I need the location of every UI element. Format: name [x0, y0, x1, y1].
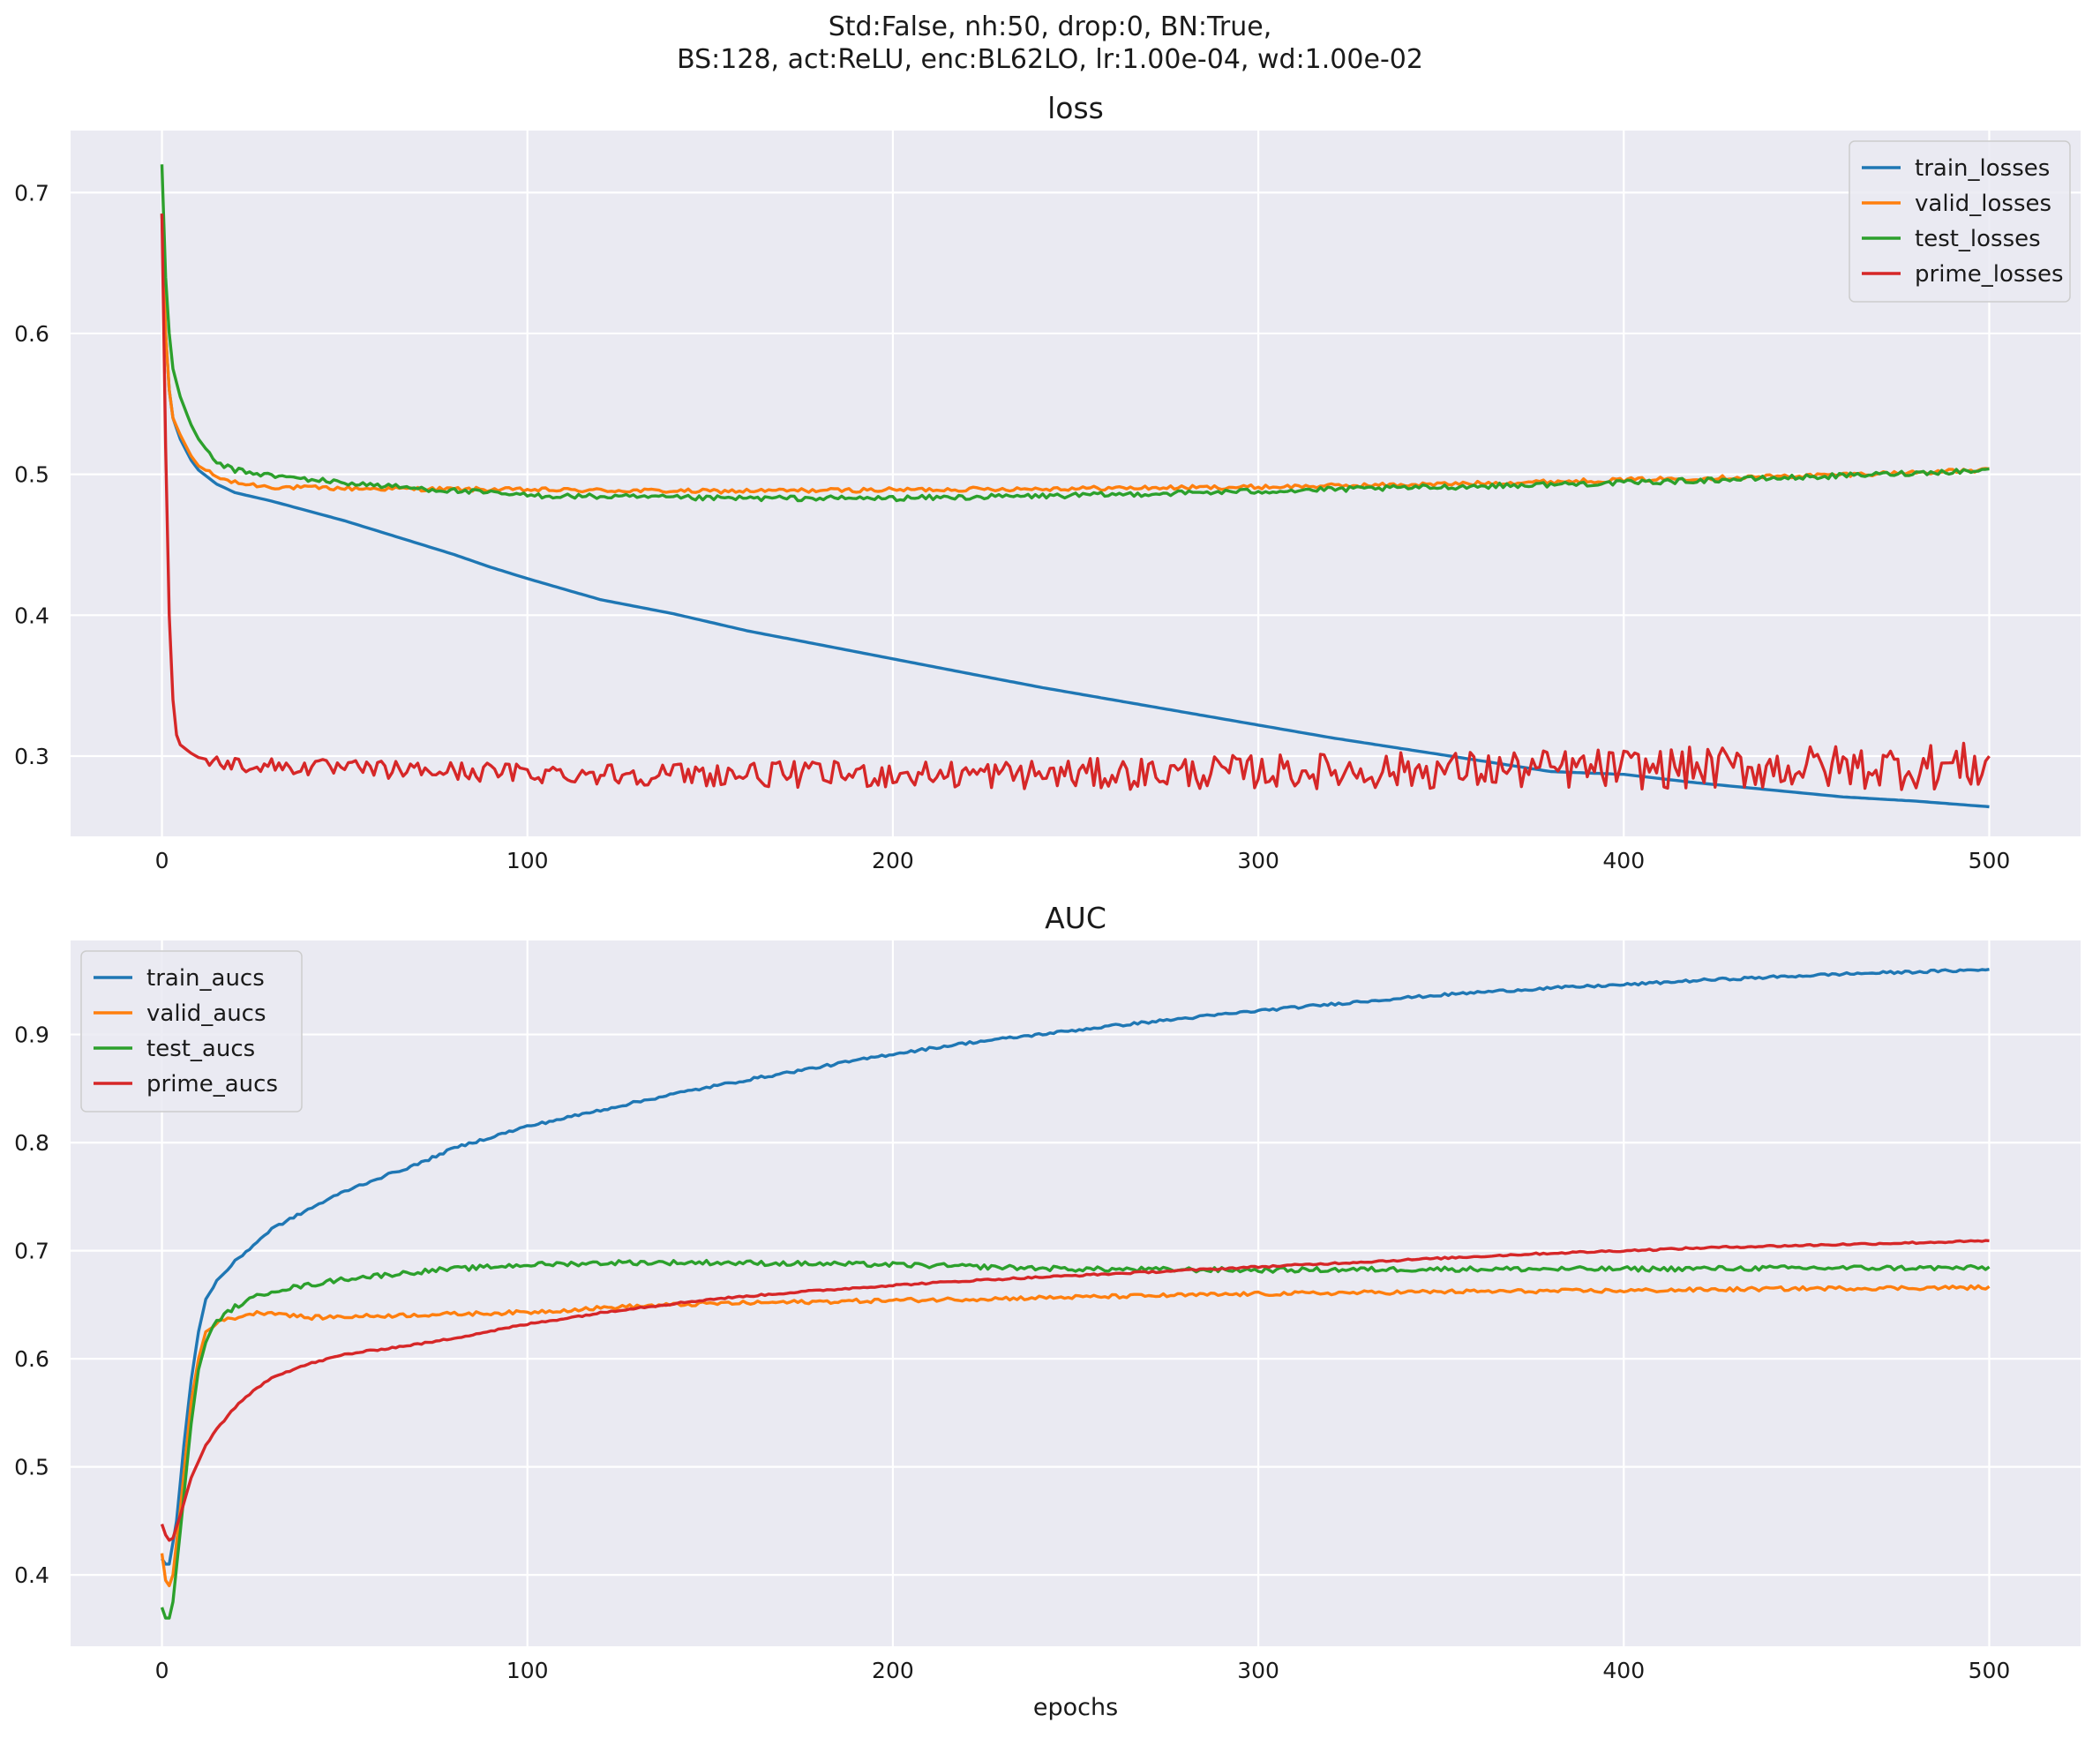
- loss-plot-area: [71, 131, 2081, 836]
- loss-x-tick-label: 400: [1602, 848, 1645, 873]
- loss-x-tick-label: 0: [155, 848, 169, 873]
- auc-legend-box: [80, 950, 303, 1112]
- series-line-prime-losses: [160, 214, 1991, 791]
- loss-y-tick-labels: 0.3 0.4 0.5 0.6 0.7: [14, 180, 49, 769]
- figure-title-line-2: BS:128, act:ReLU, enc:BL62LO, lr:1.00e-0…: [677, 44, 1423, 75]
- loss-x-tick-labels: 0 100 200 300 400 500: [155, 848, 2011, 873]
- auc-x-tick-label: 200: [872, 1658, 914, 1683]
- loss-legend: train_losses valid_losses test_lossesprime…: [1849, 140, 2071, 303]
- legend-label-test-aucs: test_aucs: [146, 1036, 255, 1062]
- loss-x-tick-label: 500: [1969, 848, 2011, 873]
- legend-label-prime-aucs: prime_aucs: [146, 1071, 278, 1097]
- auc-x-axis-label: epochs: [1033, 1694, 1118, 1721]
- loss-plot: 0 100 200 300 400 500 0.3 0.4 0.5 0.6 0.7 loss tr…: [14, 91, 2081, 873]
- series-line-valid-aucs: [160, 1284, 1991, 1588]
- legend-label-prime-losses: prime_losses: [1915, 261, 2064, 288]
- auc-y-tick-labels: 0.4 0.5 0.6 0.7 0.8 0.9: [14, 1023, 49, 1589]
- auc-title: AUC: [1045, 901, 1106, 935]
- series-line-train-aucs: [161, 968, 1990, 1566]
- auc-y-tick-label: 0.5: [14, 1455, 49, 1480]
- auc-x-tick-labels: 0 100 200 300 400 500: [155, 1658, 2011, 1683]
- loss-y-tick-label: 0.4: [14, 603, 49, 628]
- series-line-prime-aucs: [160, 1239, 1990, 1542]
- auc-y-tick-label: 0.7: [14, 1239, 49, 1264]
- loss-y-tick-label: 0.3: [14, 744, 49, 769]
- loss-x-tick-label: 100: [506, 848, 549, 873]
- loss-series: [160, 164, 1991, 809]
- figure-title-line-1: Std:False, nh:50, drop:0, BN:True,: [829, 11, 1272, 42]
- loss-legend-box: [1849, 140, 2071, 303]
- legend-label-valid-losses: valid_losses: [1915, 191, 2051, 217]
- auc-x-tick-label: 400: [1602, 1658, 1645, 1683]
- auc-y-tick-label: 0.4: [14, 1562, 49, 1588]
- auc-y-tick-label: 0.8: [14, 1130, 49, 1156]
- loss-x-tick-label: 200: [872, 848, 914, 873]
- auc-y-tick-label: 0.9: [14, 1023, 49, 1048]
- auc-x-tick-label: 500: [1969, 1658, 2011, 1683]
- legend-label-train-losses: train_losses: [1915, 155, 2050, 182]
- legend-label-valid-aucs: valid_aucs: [146, 1000, 266, 1027]
- auc-plot-area: [71, 940, 2081, 1646]
- auc-x-tick-label: 300: [1237, 1658, 1279, 1683]
- auc-legend: train_aucs valid_aucs test_aucs prime_aucs: [80, 950, 303, 1112]
- auc-series: [160, 968, 1991, 1620]
- auc-y-tick-label: 0.6: [14, 1346, 49, 1372]
- legend-label-train-aucs: train_aucs: [146, 965, 265, 992]
- series-line-test-losses: [160, 164, 1990, 503]
- loss-y-tick-label: 0.7: [14, 180, 49, 206]
- auc-x-tick-label: 0: [155, 1658, 169, 1683]
- legend-label-test-losses: test_losses: [1915, 226, 2041, 252]
- auc-plot: 0 100 200 300 400 500 0.40.50.60.70.80.9 AUC …: [14, 901, 2081, 1721]
- loss-y-tick-label: 0.5: [14, 462, 49, 488]
- loss-title: loss: [1047, 91, 1104, 125]
- loss-y-tick-label: 0.6: [14, 321, 49, 347]
- auc-gridlines: [71, 940, 2081, 1646]
- loss-x-tick-label: 300: [1237, 848, 1279, 873]
- series-line-test-aucs: [160, 1259, 1991, 1620]
- auc-x-tick-label: 100: [506, 1658, 549, 1683]
